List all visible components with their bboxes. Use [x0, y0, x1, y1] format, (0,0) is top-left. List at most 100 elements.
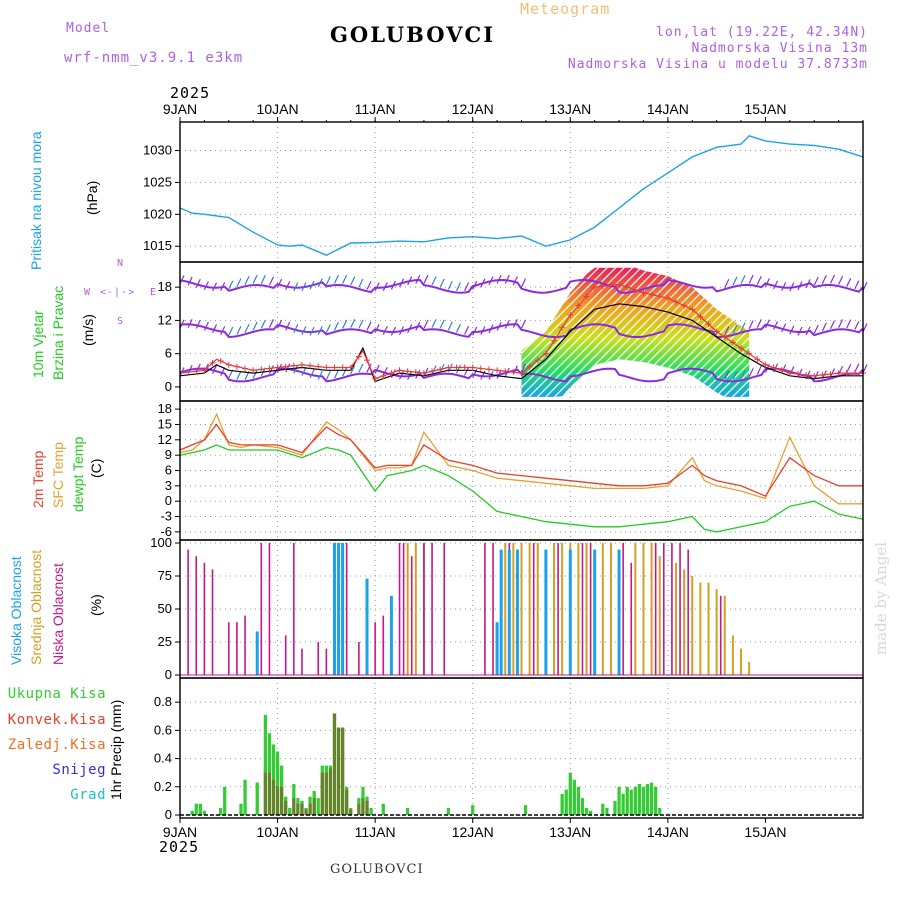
- cloud-mid-bar: [577, 543, 580, 675]
- compass-e: E: [150, 287, 158, 298]
- wind-barb: [342, 274, 348, 284]
- total-precip-bar: [613, 800, 617, 815]
- wind-barb: [407, 371, 413, 380]
- wind-barb: [285, 281, 291, 290]
- compass-w: W: [84, 287, 92, 298]
- wind-barb: [472, 280, 478, 290]
- wind-barb: [195, 319, 201, 329]
- total-precip-bar: [649, 782, 654, 815]
- wind-barb: [415, 369, 421, 379]
- cloud-mid-bar: [740, 648, 743, 675]
- date-label-top: 12JAN: [452, 101, 494, 117]
- total-precip-bar: [198, 803, 202, 815]
- wind-gust-marker: [193, 368, 200, 375]
- wind-barb: [829, 274, 836, 284]
- ytick-label: 0: [165, 807, 172, 822]
- wind-gust-marker: [469, 364, 476, 371]
- wind-direction-curve: [179, 323, 864, 339]
- wind-barb: [277, 278, 283, 288]
- legend-grad: Grad: [70, 787, 106, 803]
- wind-barb: [520, 319, 527, 329]
- wind-barb: [773, 321, 779, 330]
- cloud-mid-bar: [650, 543, 653, 675]
- wind-barb: [756, 319, 762, 328]
- cloud-low-bar: [589, 543, 592, 675]
- ytick-label: 15: [158, 416, 172, 431]
- total-precip-bar: [641, 786, 646, 815]
- wind-barb: [252, 274, 258, 284]
- year-top: 2025: [170, 84, 211, 102]
- wind-barb: [748, 368, 754, 377]
- wind-barb: [797, 281, 803, 291]
- cloud-low-bar: [284, 635, 287, 675]
- wind-gust-marker: [412, 369, 419, 376]
- legend-ukupna: Ukupna Kisa: [7, 686, 106, 702]
- wind-band-hatch: [521, 267, 750, 397]
- dewpt-temp-line: [179, 444, 864, 533]
- wind-barb: [488, 276, 494, 286]
- wind-gust-marker: [559, 324, 566, 331]
- convective-precip-bar: [328, 768, 333, 815]
- wind-barb: [504, 319, 510, 329]
- total-precip-bar: [580, 798, 585, 815]
- wind-barb: [260, 275, 266, 284]
- panel-frame-4: [179, 677, 864, 819]
- cloud-high-bar: [593, 549, 597, 675]
- ytick-label: 0.2: [154, 779, 172, 794]
- cloud-high-bar: [568, 549, 572, 675]
- convective-precip-bar: [296, 803, 300, 815]
- wind-gust-marker: [315, 363, 322, 370]
- wind-barb: [268, 276, 274, 286]
- wind-barb: [333, 321, 340, 331]
- wind-barb: [309, 280, 315, 290]
- wind-gust-marker: [282, 363, 289, 370]
- wind-gust-marker: [339, 364, 346, 371]
- wind-barb: [211, 324, 218, 334]
- wind-barb: [350, 365, 356, 375]
- cloud-mid-bar: [528, 543, 531, 675]
- total-precip-bar: [288, 807, 292, 815]
- ytick-label: 0: [165, 379, 172, 394]
- wind-gust-marker: [583, 293, 590, 300]
- total-precip-bar: [625, 786, 629, 815]
- convective-precip-bar: [357, 803, 361, 815]
- wind-barb: [724, 326, 730, 336]
- wind-barb: [496, 369, 502, 379]
- cloud-low-bar: [345, 543, 348, 675]
- cloud-high-bar: [515, 549, 519, 675]
- wind-gust-marker: [607, 282, 614, 289]
- wind-barb: [764, 278, 770, 287]
- wind-barb: [496, 274, 502, 284]
- wind-barb: [781, 323, 787, 333]
- wind-gust-marker: [429, 368, 436, 375]
- wind-gust-marker: [803, 371, 810, 378]
- wind-barb: [464, 366, 470, 376]
- wind-barb: [854, 363, 860, 373]
- cloud-low-bar: [236, 622, 238, 675]
- wind-barb: [480, 326, 486, 336]
- wind-gust-marker: [843, 370, 850, 377]
- page-title: GOLUBOVCI: [330, 22, 496, 47]
- wind-barb: [504, 367, 510, 377]
- wind-barb: [464, 325, 470, 335]
- wind-gust-marker: [372, 375, 379, 382]
- wind-barb: [740, 322, 746, 332]
- wind-barb: [854, 280, 860, 290]
- wind-gust-marker: [542, 350, 549, 357]
- cloud-mid-bar: [609, 543, 612, 675]
- wind-barb: [195, 279, 201, 288]
- cloud-mid-bar: [634, 543, 637, 675]
- wind-barb: [211, 364, 218, 374]
- panel-frame-0: [179, 121, 864, 263]
- cloud-low-bar: [325, 648, 328, 675]
- wind-barb: [488, 371, 494, 380]
- wind-barb: [203, 321, 209, 331]
- wind-barb: [423, 319, 429, 329]
- wind-barb: [789, 282, 795, 292]
- wind-barb: [301, 367, 307, 376]
- ytick-label: 12: [158, 432, 172, 447]
- ytick-label: 12: [158, 312, 172, 327]
- cloud-low-bar: [679, 543, 681, 675]
- wind-barb: [309, 369, 315, 379]
- wind-barb: [407, 324, 413, 334]
